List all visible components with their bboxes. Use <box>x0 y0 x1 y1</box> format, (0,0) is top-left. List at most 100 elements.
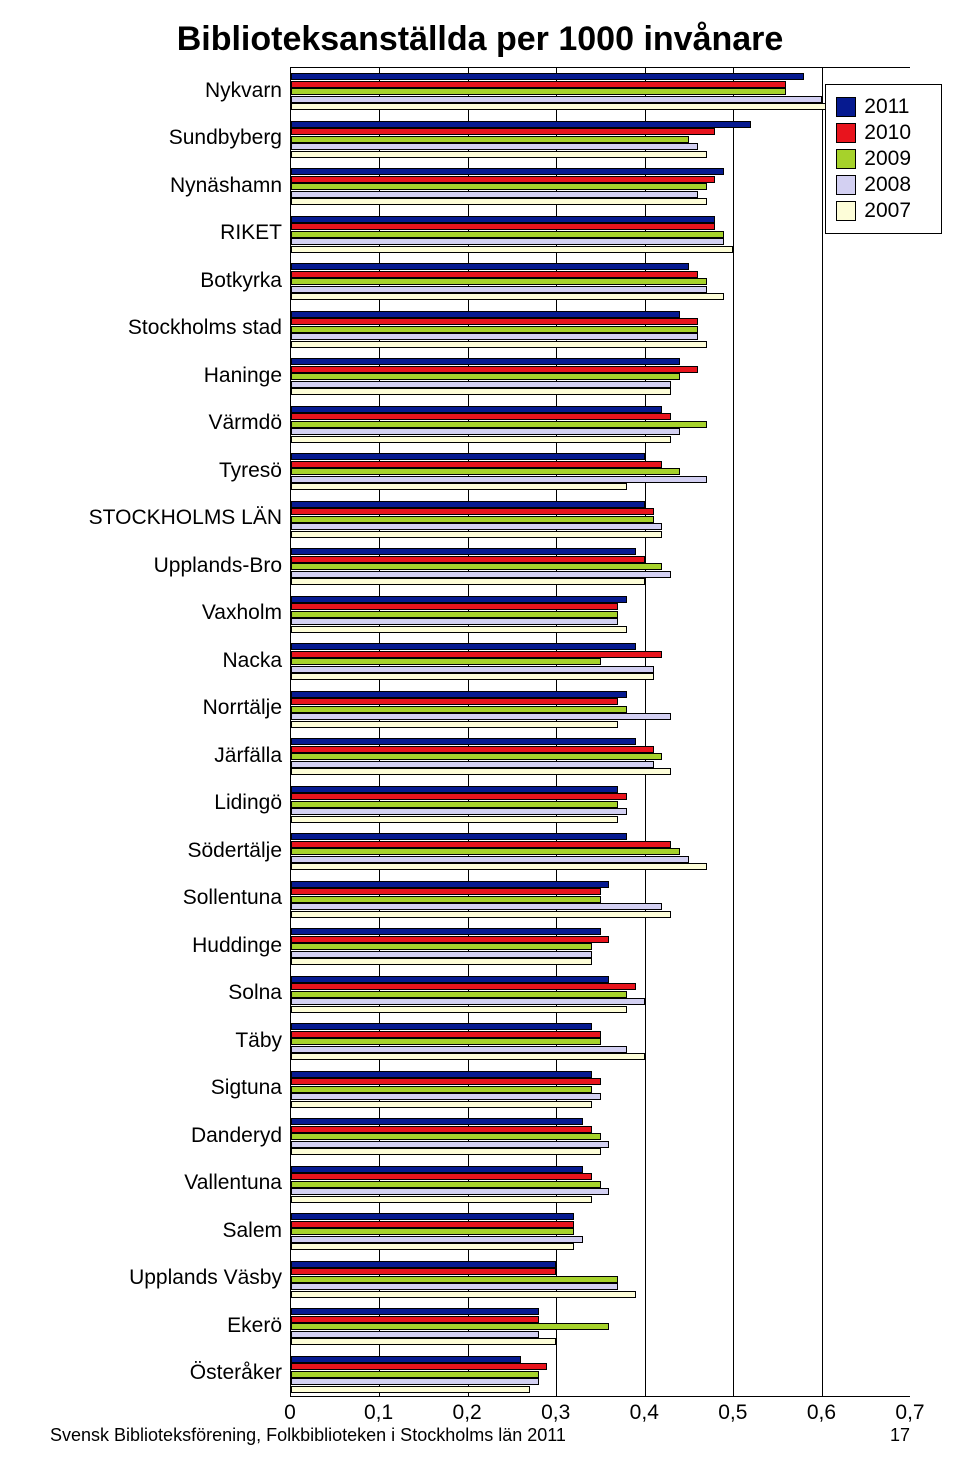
bar <box>291 706 627 713</box>
category-label: Norrtälje <box>203 696 282 720</box>
bar <box>291 673 654 680</box>
bar <box>291 556 645 563</box>
category-label: Vaxholm <box>202 601 282 625</box>
bar <box>291 1243 574 1250</box>
bar <box>291 1213 574 1220</box>
category-label: Södertälje <box>187 839 282 863</box>
bar <box>291 1031 601 1038</box>
bar <box>291 216 715 223</box>
bar <box>291 863 707 870</box>
x-tick-label: 0 <box>284 1401 296 1425</box>
bar <box>291 421 707 428</box>
category-label: Danderyd <box>191 1124 282 1148</box>
bar <box>291 618 618 625</box>
bar <box>291 698 618 705</box>
bar <box>291 1316 539 1323</box>
bar <box>291 1356 521 1363</box>
category-labels: NykvarnSundbybergNynäshamnRIKETBotkyrkaS… <box>50 67 290 1397</box>
bar <box>291 476 707 483</box>
legend-item: 2008 <box>836 173 911 197</box>
bar <box>291 1268 556 1275</box>
bar <box>291 911 671 918</box>
bar <box>291 461 662 468</box>
bar <box>291 1071 592 1078</box>
bar <box>291 816 618 823</box>
bar <box>291 436 671 443</box>
bar <box>291 168 724 175</box>
x-tick-label: 0,6 <box>807 1401 836 1425</box>
bar <box>291 1196 592 1203</box>
category-label: Sigtuna <box>211 1076 282 1100</box>
bar <box>291 1363 547 1370</box>
bar <box>291 358 680 365</box>
bar <box>291 928 601 935</box>
footer-text: Svensk Biblioteksförening, Folkbibliotek… <box>50 1425 566 1446</box>
bar <box>291 231 724 238</box>
category-label: Värmdö <box>208 411 282 435</box>
bar <box>291 1371 539 1378</box>
bar <box>291 136 689 143</box>
bar <box>291 603 618 610</box>
bar <box>291 1046 627 1053</box>
bar <box>291 381 671 388</box>
bar <box>291 1261 556 1268</box>
bar <box>291 1093 601 1100</box>
x-tick-label: 0,5 <box>718 1401 747 1425</box>
bar <box>291 531 662 538</box>
category-label: Nynäshamn <box>170 174 282 198</box>
bar <box>291 1236 583 1243</box>
bar <box>291 768 671 775</box>
category-label: Tyresö <box>219 459 282 483</box>
bar <box>291 761 654 768</box>
bar <box>291 721 618 728</box>
bar <box>291 548 636 555</box>
bar <box>291 643 636 650</box>
bar <box>291 958 592 965</box>
x-tick-label: 0,1 <box>364 1401 393 1425</box>
chart-title: Biblioteksanställda per 1000 invånare <box>50 20 910 59</box>
category-label: Ekerö <box>227 1314 282 1338</box>
category-label: Stockholms stad <box>128 316 282 340</box>
bar <box>291 508 654 515</box>
bar <box>291 333 698 340</box>
category-label: Vallentuna <box>184 1171 282 1195</box>
bar <box>291 801 618 808</box>
bar <box>291 936 609 943</box>
x-tick-label: 0,7 <box>895 1401 924 1425</box>
category-label: Solna <box>228 981 282 1005</box>
legend-item: 2009 <box>836 147 911 171</box>
category-label: Järfälla <box>214 744 282 768</box>
category-label: Upplands-Bro <box>154 554 282 578</box>
legend: 20112010200920082007 <box>825 84 942 234</box>
bar <box>291 1338 556 1345</box>
bar <box>291 293 724 300</box>
bar <box>291 311 680 318</box>
bar <box>291 571 671 578</box>
legend-label: 2007 <box>864 199 911 223</box>
bar <box>291 278 707 285</box>
bar <box>291 453 645 460</box>
bar <box>291 1166 583 1173</box>
bar <box>291 991 627 998</box>
bar <box>291 1126 592 1133</box>
legend-item: 2011 <box>836 95 911 119</box>
bar <box>291 1386 530 1393</box>
bar <box>291 786 618 793</box>
bar <box>291 596 627 603</box>
bar <box>291 1078 601 1085</box>
bar <box>291 271 698 278</box>
bar <box>291 808 627 815</box>
bar <box>291 413 671 420</box>
category-label: STOCKHOLMS LÄN <box>89 506 282 530</box>
legend-label: 2009 <box>864 147 911 171</box>
bar <box>291 976 609 983</box>
category-label: Botkyrka <box>200 269 282 293</box>
bar <box>291 198 707 205</box>
bar <box>291 483 627 490</box>
bar <box>291 691 627 698</box>
bar <box>291 856 689 863</box>
bar <box>291 1173 592 1180</box>
page: Biblioteksanställda per 1000 invånare Ny… <box>0 0 960 1460</box>
bar <box>291 983 636 990</box>
bar <box>291 1141 609 1148</box>
